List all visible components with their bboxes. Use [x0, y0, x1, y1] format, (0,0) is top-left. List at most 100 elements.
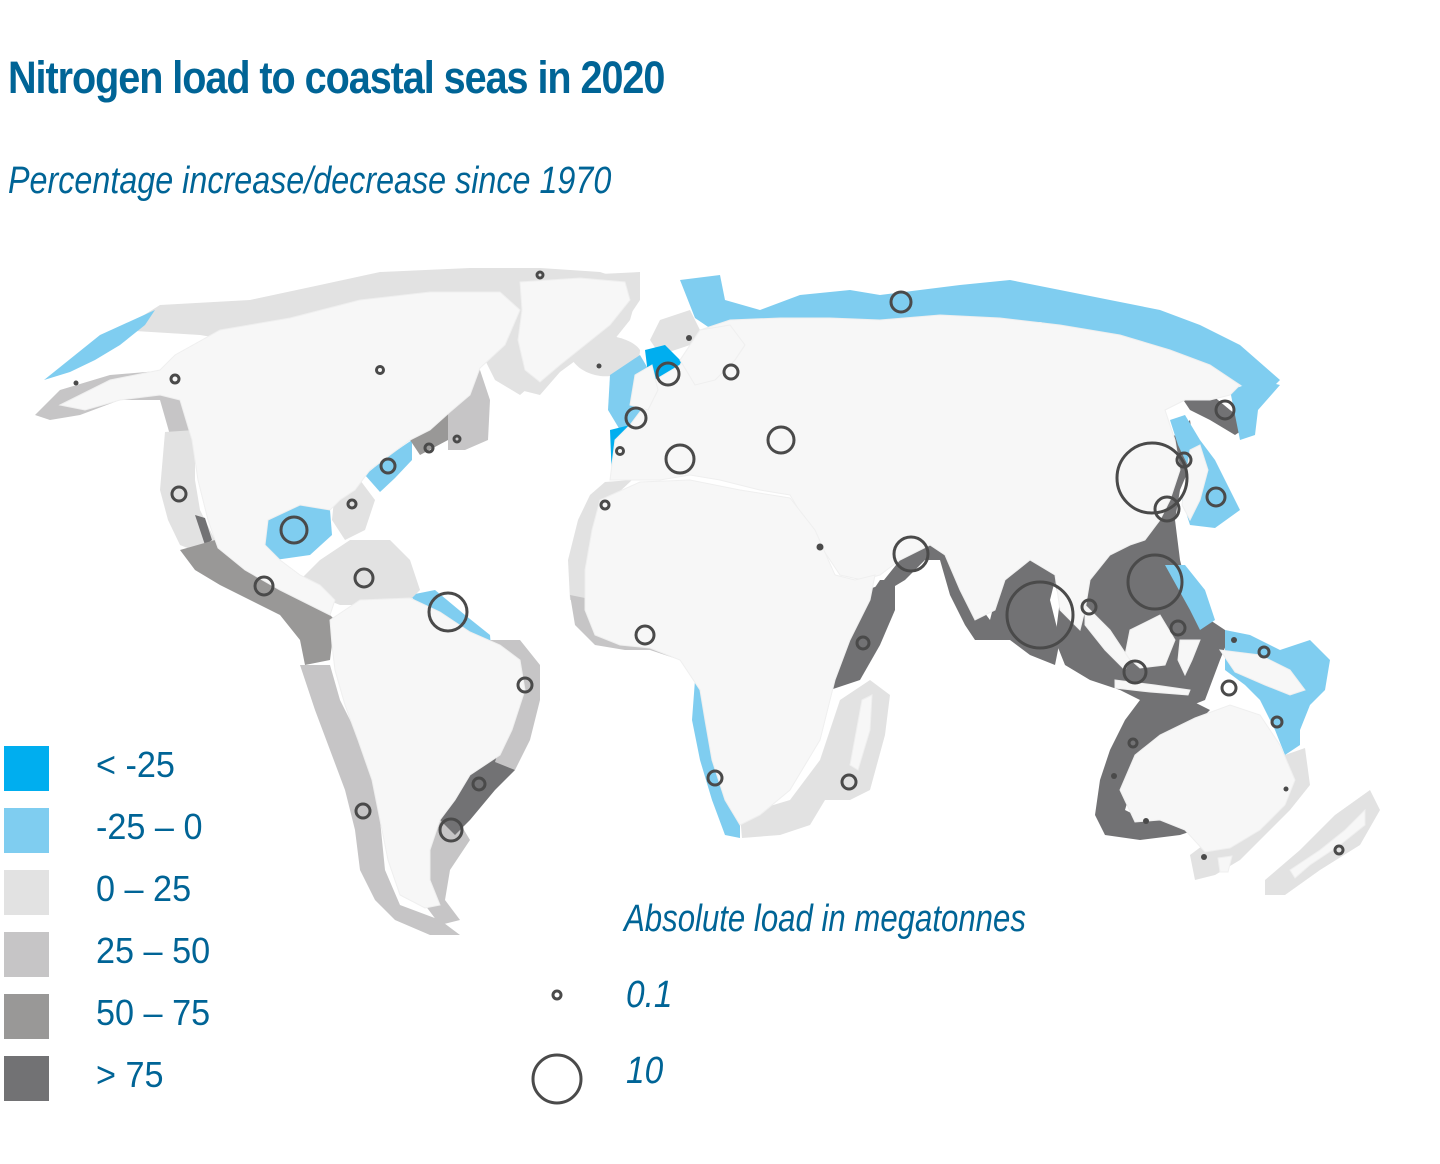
load-circle-small	[686, 335, 692, 341]
legend-item: -25 – 0	[4, 806, 304, 858]
load-circle	[1220, 679, 1238, 697]
map-title: Nitrogen load to coastal seas in 2020	[8, 52, 665, 103]
land-madagascar	[849, 694, 873, 771]
load-circle	[664, 443, 696, 475]
load-circle	[1214, 399, 1236, 421]
legend-swatch-lt-minus25	[4, 746, 49, 791]
load-circle	[1080, 598, 1098, 616]
load-circle	[1169, 619, 1187, 637]
zone-russian-arctic	[680, 275, 1280, 395]
land-eurasia	[609, 314, 1241, 631]
load-circle	[1175, 451, 1193, 469]
legend-item: 50 – 75	[4, 992, 304, 1044]
land-africa	[584, 479, 876, 826]
load-circle-small	[1143, 818, 1149, 824]
load-circle	[1127, 737, 1139, 749]
load-circle	[379, 457, 397, 475]
load-circle	[1126, 553, 1184, 611]
zone-canary	[568, 480, 632, 600]
legend-item: < -25	[4, 744, 304, 796]
legend-swatch-gt-75	[4, 1056, 49, 1101]
load-circle	[855, 635, 871, 651]
legend-swatch-50-75	[4, 994, 49, 1039]
load-circle-small	[73, 380, 79, 386]
size-circle-large-icon	[531, 1053, 583, 1105]
legend-size-item: 10	[520, 1046, 820, 1106]
zone-norwegian	[650, 310, 700, 355]
load-circle	[253, 575, 275, 597]
load-circle	[1122, 659, 1148, 685]
legend-label: > 75	[96, 1054, 164, 1095]
legend-size-label: 0.1	[626, 974, 673, 1016]
zone-caribbean	[300, 540, 420, 605]
zone-gulf-of-mexico	[262, 505, 332, 560]
load-circle	[1153, 495, 1181, 523]
load-circle	[1270, 715, 1284, 729]
legend-swatch-25-50	[4, 932, 49, 977]
size-circle-small-icon	[551, 989, 563, 1001]
load-circle	[892, 535, 930, 573]
zone-nw-australia	[1095, 700, 1210, 840]
load-circle	[452, 434, 462, 444]
load-circle	[279, 515, 309, 545]
load-circle	[599, 499, 611, 511]
load-circle	[375, 365, 385, 375]
legend-item: 0 – 25	[4, 868, 304, 920]
map-subtitle: Percentage increase/decrease since 1970	[8, 160, 612, 202]
load-circle	[889, 290, 913, 314]
land-uk	[629, 364, 659, 411]
legend-swatch-0-25	[4, 870, 49, 915]
load-circle	[354, 802, 372, 820]
legend-size-label: 10	[626, 1050, 664, 1092]
land-australia	[1119, 704, 1296, 853]
load-circle	[346, 498, 358, 510]
zone-agulhas	[740, 680, 890, 838]
load-circle	[516, 676, 534, 694]
load-circle	[169, 373, 181, 385]
load-circle	[706, 769, 724, 787]
load-circle	[170, 485, 188, 503]
land-tasmania	[1217, 855, 1233, 873]
load-circle	[1333, 844, 1345, 856]
load-circle	[438, 817, 464, 843]
load-circle	[766, 425, 796, 455]
legend-size-title: Absolute load in megatonnes	[624, 898, 1026, 940]
land-scandinavia	[679, 324, 746, 386]
legend-label: < -25	[96, 744, 175, 785]
load-circle	[624, 406, 648, 430]
zone-iceland	[568, 334, 640, 377]
zone-ca-pacific	[180, 540, 335, 665]
load-circle	[634, 624, 656, 646]
load-circle-small	[1201, 854, 1207, 860]
land-sulawesi	[1177, 639, 1201, 677]
load-circle-small	[1231, 637, 1237, 643]
load-circles	[73, 270, 1345, 860]
load-circle-small	[1283, 786, 1289, 792]
load-circle	[471, 776, 487, 792]
legend-swatch-minus25-0	[4, 808, 49, 853]
legend-label: 25 – 50	[96, 930, 211, 971]
legend-item: 25 – 50	[4, 930, 304, 982]
land	[58, 277, 1366, 909]
load-circle	[722, 363, 740, 381]
zone-gulf-of-california	[195, 515, 212, 545]
load-circle	[840, 773, 858, 791]
legend-item: > 75	[4, 1054, 304, 1106]
zone-kamchatka	[1230, 380, 1280, 440]
zone-philippines	[1165, 565, 1215, 630]
load-circle	[1005, 580, 1075, 650]
load-circle-small	[816, 543, 824, 551]
zone-east-africa	[830, 580, 895, 690]
load-circle	[427, 591, 469, 633]
load-circle-small	[1111, 773, 1117, 779]
load-circle	[1205, 486, 1227, 508]
zone-bering	[44, 310, 155, 380]
legend-label: 0 – 25	[96, 868, 192, 909]
load-circle-small	[596, 363, 602, 369]
land-new-zealand	[1289, 808, 1366, 879]
zone-south-brazil	[440, 755, 515, 835]
legend-label: -25 – 0	[96, 806, 203, 847]
load-circle	[423, 442, 435, 454]
land-south-america	[329, 597, 526, 909]
